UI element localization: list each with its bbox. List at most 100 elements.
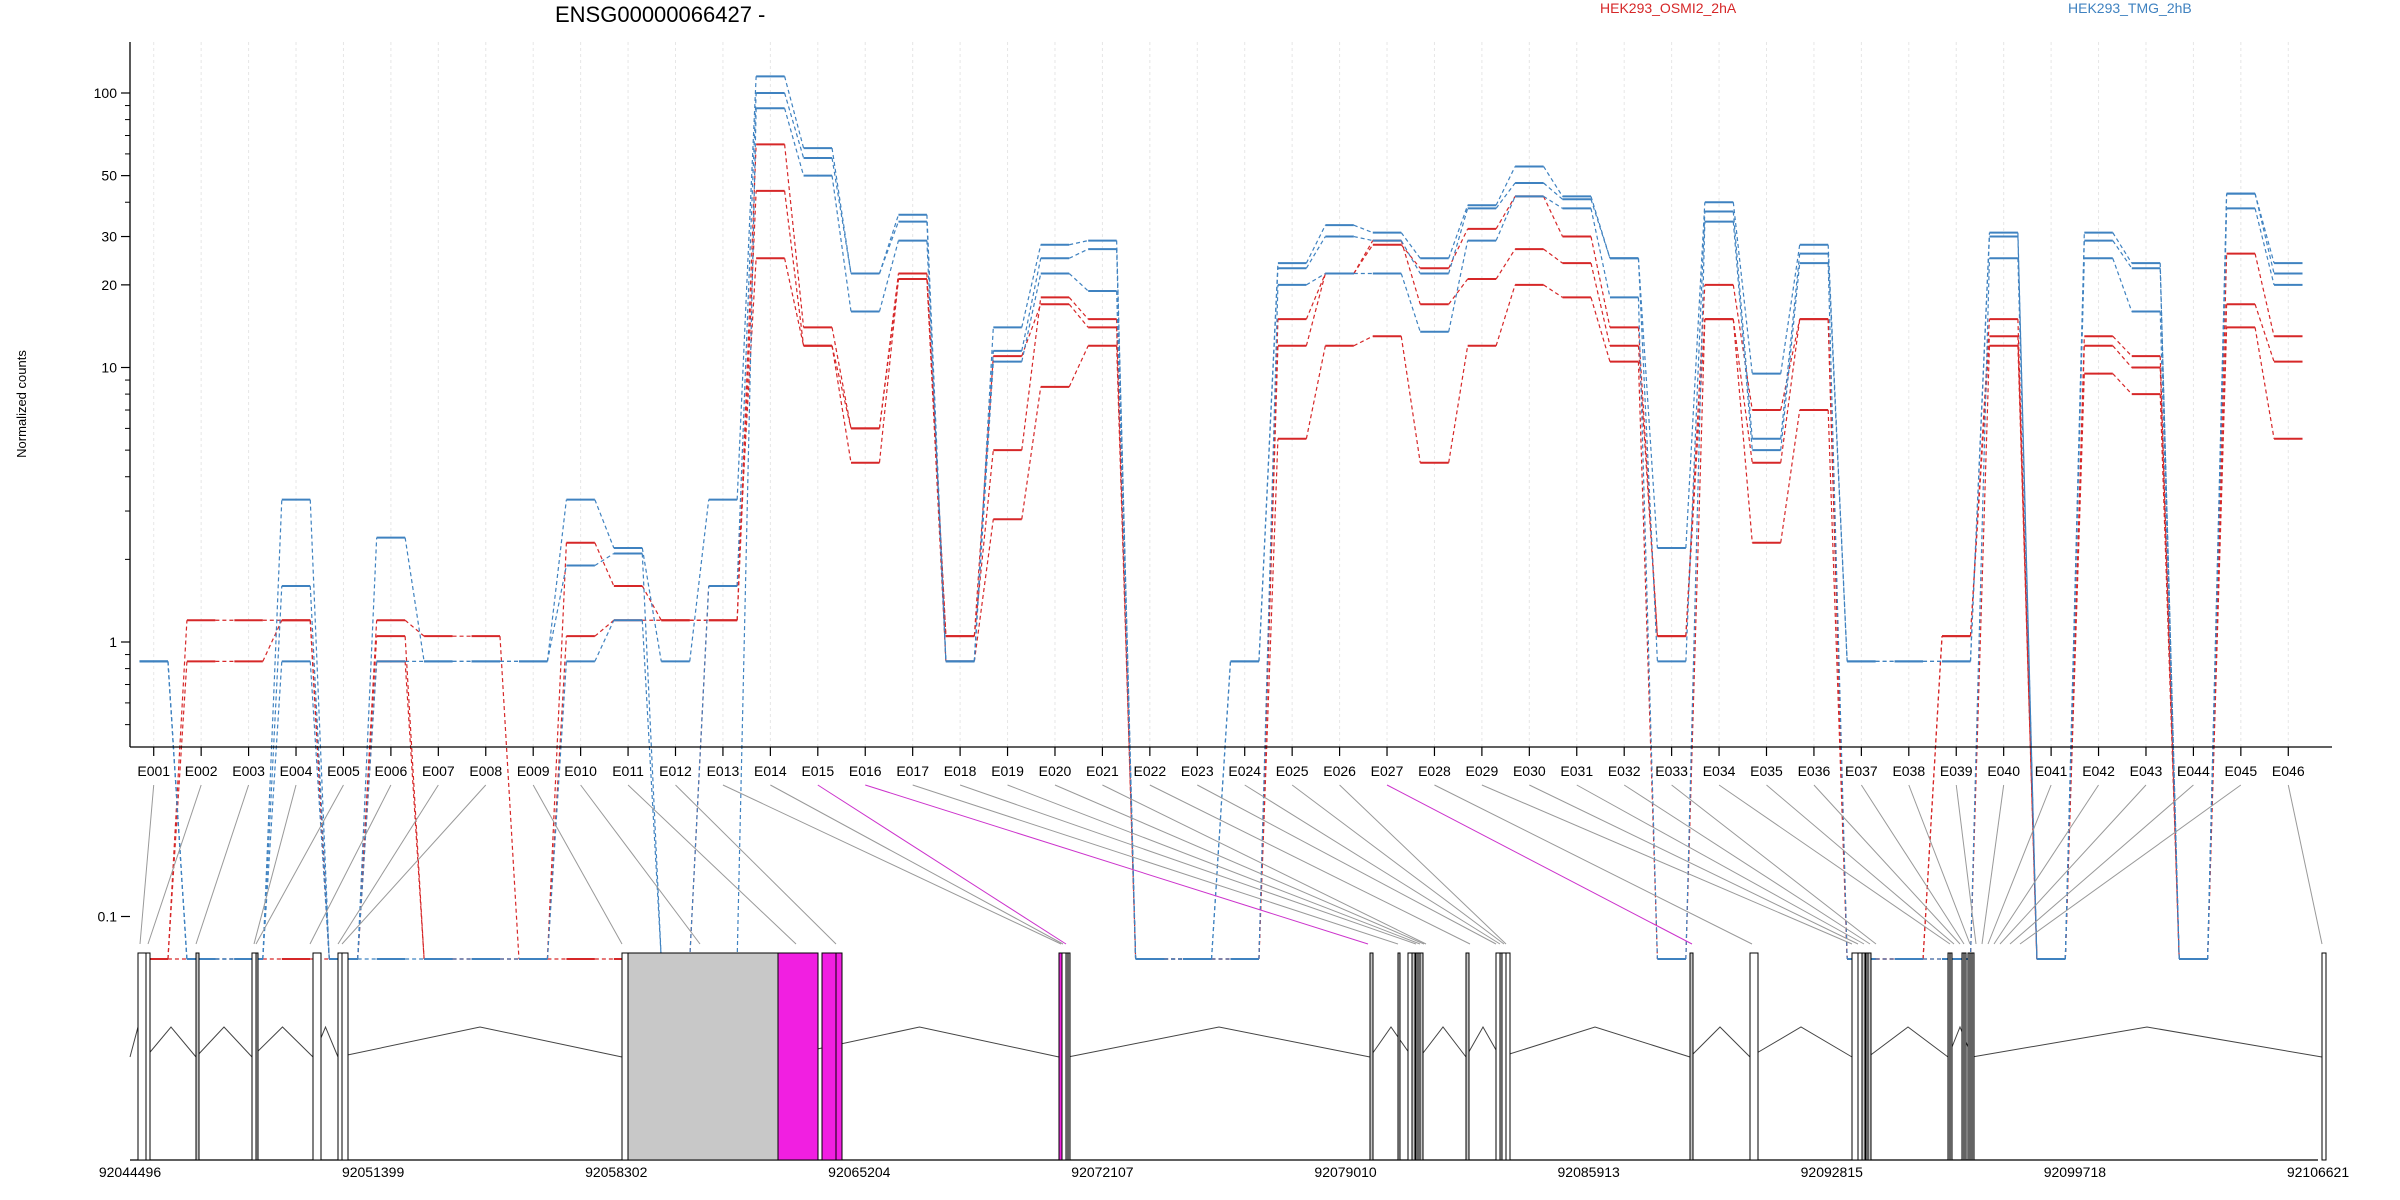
data-connector xyxy=(831,157,852,274)
data-connector xyxy=(973,519,994,662)
data-connector xyxy=(878,240,900,312)
data-connector xyxy=(499,636,520,960)
y-tick-label: 1 xyxy=(109,634,117,650)
data-connector xyxy=(1732,211,1753,439)
exon-connector xyxy=(1291,784,1505,945)
data-connector xyxy=(2064,258,2085,960)
data-connector xyxy=(1400,240,1421,305)
exon-box xyxy=(1465,952,1470,1161)
exon-connector xyxy=(195,784,250,945)
data-connector xyxy=(784,108,805,176)
data-connector xyxy=(1021,258,1042,351)
exon-box xyxy=(145,952,151,1161)
x-tick-label: E036 xyxy=(1798,763,1831,779)
data-connector xyxy=(926,221,947,662)
data-connector xyxy=(2159,311,2180,960)
data-connector xyxy=(1448,240,1469,332)
data-connector xyxy=(878,221,900,274)
y-tick-label: 20 xyxy=(101,277,117,293)
exon-connector xyxy=(817,784,1067,945)
x-tick-label: E021 xyxy=(1086,763,1119,779)
exon-connector xyxy=(1386,784,1693,945)
data-connector xyxy=(1305,273,1326,320)
data-connector xyxy=(546,636,567,960)
data-connector xyxy=(1495,166,1516,206)
x-tick-label: E041 xyxy=(2035,763,2068,779)
data-connector xyxy=(1637,258,1658,662)
x-tick-label: E029 xyxy=(1466,763,1499,779)
intron-line xyxy=(1689,1026,1751,1058)
intron-line xyxy=(1067,1026,1371,1058)
data-connector xyxy=(2254,253,2275,337)
intron-line xyxy=(1749,1026,1853,1058)
gene-coordinate-label: 92058302 xyxy=(585,1164,648,1180)
data-connector xyxy=(1685,202,1706,549)
exon-box xyxy=(1971,952,1975,1161)
data-connector xyxy=(1448,208,1469,274)
x-tick-label: E031 xyxy=(1560,763,1593,779)
exon-connectors xyxy=(139,784,2323,945)
intron-line xyxy=(1499,1026,1691,1058)
x-tick-label: E005 xyxy=(327,763,360,779)
data-connector xyxy=(1021,386,1042,520)
exon-connector xyxy=(1481,784,1853,945)
data-connector xyxy=(2254,208,2275,286)
exon-box xyxy=(1867,952,1872,1161)
exon-box xyxy=(1851,952,1859,1161)
data-connector xyxy=(1685,319,1706,960)
data-connector xyxy=(1305,236,1326,269)
exon-connector xyxy=(1149,784,1471,945)
intron-line xyxy=(1971,1026,2323,1058)
x-tick-label: E018 xyxy=(944,763,977,779)
data-connector xyxy=(1637,258,1658,549)
data-connector xyxy=(1590,236,1611,328)
data-connector xyxy=(784,258,805,346)
exon-connector xyxy=(1244,784,1501,945)
data-connector xyxy=(831,147,852,274)
x-tick-label: E045 xyxy=(2224,763,2257,779)
data-connector xyxy=(736,76,757,500)
x-tick-label: E014 xyxy=(754,763,787,779)
data-connector xyxy=(2207,208,2228,960)
data-connector xyxy=(1543,195,1563,209)
data-connector xyxy=(2112,335,2133,357)
data-connector xyxy=(2112,240,2133,269)
exon-box xyxy=(1061,952,1067,1161)
exon-connector xyxy=(337,784,439,945)
data-connector xyxy=(357,636,378,960)
data-connector xyxy=(1780,319,1801,411)
exon-connector xyxy=(912,784,1399,945)
exon-box xyxy=(255,952,259,1161)
x-tick-label: E038 xyxy=(1892,763,1925,779)
data-connector xyxy=(831,327,852,429)
data-connector xyxy=(641,620,662,960)
exon-box xyxy=(337,952,343,1161)
data-connector xyxy=(1021,304,1042,357)
exon-connector xyxy=(1993,784,2099,945)
data-connector xyxy=(1353,235,1373,242)
data-connector xyxy=(1068,303,1089,328)
data-connector xyxy=(1685,221,1706,960)
exon-connector xyxy=(770,784,1064,945)
data-connector xyxy=(1448,228,1469,269)
data-connector xyxy=(1495,196,1516,241)
data-connector xyxy=(309,585,330,960)
data-connector xyxy=(926,240,947,662)
exon-connector xyxy=(1623,784,1871,945)
x-tick-label: E023 xyxy=(1181,763,1214,779)
gene-coordinate-label: 92099718 xyxy=(2044,1164,2107,1180)
exon-connector xyxy=(2287,784,2323,945)
data-connector xyxy=(1068,297,1089,320)
exon-connector xyxy=(1197,784,1497,945)
exon-box xyxy=(1407,952,1413,1161)
data-connector xyxy=(973,356,994,637)
data-connector xyxy=(2017,258,2038,960)
data-connector xyxy=(2112,373,2133,395)
intron-line xyxy=(251,1026,314,1058)
exon-box xyxy=(341,952,349,1161)
data-connector xyxy=(1780,263,1801,451)
data-connector xyxy=(1590,196,1611,259)
exon-connector xyxy=(1576,784,1865,945)
data-connector xyxy=(309,661,330,960)
data-connector xyxy=(1495,248,1516,280)
